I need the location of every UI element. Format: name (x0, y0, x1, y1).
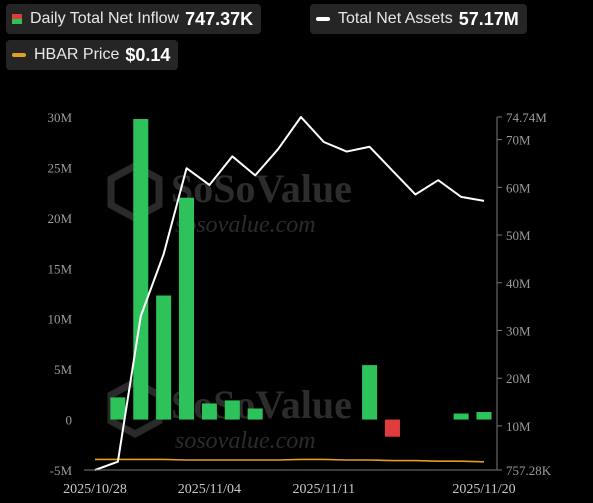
inflow-bar (476, 412, 492, 420)
chart-lines (94, 116, 485, 471)
inflow-bar (133, 119, 149, 420)
left-axis-tick-label: 20M (47, 211, 72, 226)
watermark-brand: SoSoValue (171, 382, 352, 427)
watermark-site: sosovalue.com (175, 428, 316, 454)
x-axis-tick-label: 2025/10/28 (63, 482, 127, 497)
inflow-bar (110, 397, 126, 420)
left-axis-tick-label: 5M (54, 362, 73, 377)
left-axis-tick-label: 15M (47, 261, 72, 276)
legend-assets-value: 57.17M (458, 8, 519, 29)
inflow-bar (201, 403, 217, 420)
right-axis-tick-label: 30M (506, 323, 531, 338)
legend-net-assets[interactable]: Total Net Assets 57.17M (310, 4, 527, 34)
x-axis-tick-label: 2025/11/20 (452, 482, 515, 497)
legend-assets-label: Total Net Assets (338, 10, 453, 27)
legend-hbar-price[interactable]: HBAR Price $0.14 (6, 40, 179, 70)
legend-price-value: $0.14 (125, 44, 171, 65)
right-axis-tick-label: 70M (506, 133, 531, 148)
right-axis-tick-label: 40M (506, 276, 531, 291)
watermark-site: sosovalue.com (175, 212, 316, 238)
left-axis-tick-label: 30M (47, 110, 72, 125)
right-axis-tick-label: 60M (506, 180, 531, 195)
line-swatch-icon (316, 17, 330, 21)
left-axis-tick-label: 0 (66, 413, 73, 428)
inflow-bar (247, 408, 263, 420)
inflow-bar (384, 419, 400, 437)
bar-swatch-icon (12, 14, 22, 24)
net-assets-line (94, 116, 485, 471)
price-swatch-icon (12, 53, 26, 57)
legend-daily-inflow[interactable]: Daily Total Net Inflow 747.37K (6, 4, 262, 34)
chart-axes: 30M 25M 20M 15M 10M 5M 0 -5M 74.74M 70M 60M 50M 40M 3… (47, 110, 551, 497)
inflow-bar (156, 295, 172, 420)
right-axis-tick-label: 20M (506, 371, 531, 386)
x-axis-tick-label: 2025/11/11 (292, 482, 355, 497)
left-axis-tick-label: -5M (50, 463, 73, 478)
inflow-bar (453, 413, 469, 420)
inflow-bar (224, 400, 240, 420)
left-axis-tick-label: 25M (47, 160, 72, 175)
x-axis-tick-label: 2025/11/04 (178, 482, 241, 497)
inflow-bar (179, 197, 195, 420)
hbar-price-line (95, 458, 485, 463)
right-axis-tick-label: 10M (506, 419, 531, 434)
watermark-brand: SoSoValue (171, 166, 352, 211)
right-axis-tick-label: 757.28K (506, 463, 552, 478)
legend-inflow-value: 747.37K (185, 8, 254, 29)
inflow-bar (362, 365, 378, 420)
left-axis-tick-label: 10M (47, 312, 72, 327)
right-axis-tick-label: 50M (506, 228, 531, 243)
right-axis-tick-label: 74.74M (506, 110, 547, 125)
legend-inflow-label: Daily Total Net Inflow (30, 10, 180, 27)
legend-price-label: HBAR Price (34, 46, 120, 63)
